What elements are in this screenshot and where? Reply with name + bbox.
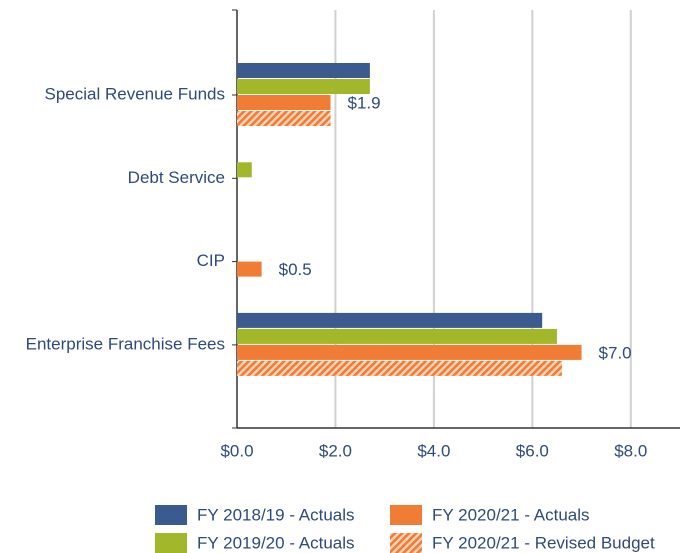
legend-label: FY 2018/19 - Actuals xyxy=(197,505,355,524)
bar xyxy=(237,312,543,328)
bar xyxy=(237,111,331,126)
bar xyxy=(237,63,370,78)
legend-swatch xyxy=(155,505,187,525)
y-tick-label: CIP xyxy=(197,251,225,270)
bar xyxy=(237,360,562,376)
x-tick-label: $8.0 xyxy=(614,441,647,460)
bar xyxy=(237,261,262,277)
y-tick-label: Special Revenue Funds xyxy=(44,84,225,103)
x-tick-label: $6.0 xyxy=(516,441,549,460)
y-tick-label: Debt Service xyxy=(128,168,225,187)
y-tick-label: Enterprise Franchise Fees xyxy=(26,334,225,353)
bar xyxy=(237,95,331,110)
bar xyxy=(237,79,370,94)
bar xyxy=(237,162,252,178)
x-tick-label: $4.0 xyxy=(417,441,450,460)
legend-label: FY 2019/20 - Actuals xyxy=(197,533,355,552)
x-tick-label: $2.0 xyxy=(319,441,352,460)
data-label: $7.0 xyxy=(599,343,632,362)
x-tick-label: $0.0 xyxy=(220,441,253,460)
bar xyxy=(237,344,582,360)
legend-label: FY 2020/21 - Revised Budget xyxy=(432,533,655,552)
bar xyxy=(237,328,557,344)
legend-swatch xyxy=(390,505,422,525)
legend-swatch xyxy=(155,533,187,553)
data-label: $1.9 xyxy=(348,93,381,112)
legend-swatch xyxy=(390,533,422,553)
legend-label: FY 2020/21 - Actuals xyxy=(432,505,590,524)
data-label: $0.5 xyxy=(279,260,312,279)
